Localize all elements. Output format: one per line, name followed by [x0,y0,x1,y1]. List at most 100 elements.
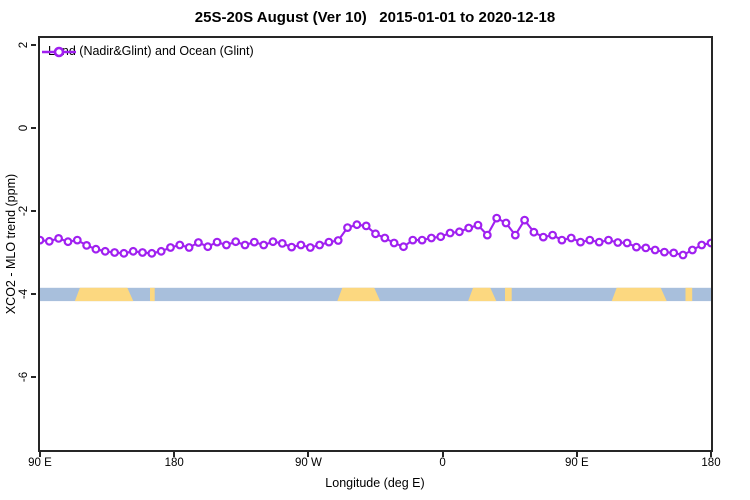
data-point [529,227,539,237]
data-point [156,246,166,256]
land-segment [505,287,512,302]
x-tick-label: 0 [439,457,446,469]
x-tick-label: 90 E [28,457,52,469]
data-point [706,238,711,248]
data-point [492,213,502,223]
land-segment [611,287,667,302]
data-point [63,237,73,247]
x-tick-label: 90 E [564,457,589,469]
data-point [324,237,334,247]
data-point [110,248,119,257]
x-tick-mark [710,452,712,457]
data-point [352,220,362,230]
x-tick-label: 180 [701,457,721,469]
data-point [287,242,297,252]
data-point [231,237,241,247]
legend-open-circle-icon [53,46,65,58]
y-tick-label: 0 [18,124,30,132]
data-point [44,236,54,246]
y-axis-title-text: XCO2 - MLO trend (ppm) [4,173,18,315]
data-point [585,235,595,245]
land-segment [150,287,155,302]
data-point [166,243,175,252]
x-tick-mark [575,452,578,457]
data-point [510,230,520,240]
data-point [240,240,250,250]
data-point [119,248,129,258]
data-point [184,243,194,252]
data-point [259,240,269,250]
data-point [548,230,557,240]
chart-title: 25S-20S August (Ver 10) 2015-01-01 to 20… [194,9,556,26]
y-tick-mark [31,127,36,129]
data-point [576,237,585,247]
land-segment [685,287,693,302]
data-point [557,235,567,245]
data-point [473,220,483,230]
data-point [538,232,548,242]
y-tick-label: -2 [18,205,30,217]
data-point [632,242,641,252]
data-point [482,230,492,240]
x-tick-mark [173,452,176,457]
data-point [427,233,436,243]
data-point [277,238,287,248]
data-point [613,238,623,247]
data-point [604,235,613,245]
data-point [408,235,418,245]
data-point [380,233,390,243]
x-axis-title: Longitude (deg E) [325,476,425,490]
y-tick-label: 2 [18,41,30,49]
land-segment [468,287,497,302]
y-tick-label: -4 [18,288,30,300]
data-point [147,248,157,258]
data-point [455,227,464,237]
data-point [175,240,185,250]
x-tick-label: 180 [164,457,184,469]
data-point [501,218,511,228]
data-point [520,215,530,225]
y-tick-label: -6 [18,371,30,383]
data-point [678,250,688,260]
y-tick-mark [31,376,36,378]
data-point [566,233,576,243]
data-point [268,237,278,247]
data-point [249,237,259,247]
data-point [622,238,632,248]
data-point [128,246,138,256]
data-point [203,242,213,252]
plot-area: Land (Nadir&Glint) and Ocean (Glint) [38,36,713,452]
data-point [669,248,679,258]
data-point [417,235,427,245]
legend: Land (Nadir&Glint) and Ocean (Glint) [41,44,254,58]
data-point [82,240,91,250]
data-point [305,243,315,252]
data-point [72,235,82,245]
data-point [660,247,669,257]
data-point [371,229,380,239]
data-point [193,238,203,247]
x-tick-mark [441,452,444,457]
data-point [212,237,222,247]
data-point [464,223,474,233]
y-tick-mark [31,44,36,46]
data-point [315,240,325,250]
data-point [40,235,45,245]
data-point [221,240,231,250]
data-point [641,243,651,253]
land-segment [337,287,381,302]
x-tick-mark [307,452,310,457]
data-point [436,232,446,242]
data-point [296,240,306,250]
data-point [697,240,707,250]
legend-label: Land (Nadir&Glint) and Ocean (Glint) [48,44,254,58]
x-tick-mark [39,452,41,457]
plot-canvas [40,213,711,302]
y-tick-mark [31,293,36,295]
data-point [343,223,352,233]
data-point [54,233,64,243]
data-point [650,245,660,255]
data-point [361,221,371,231]
land-segment [74,287,134,302]
